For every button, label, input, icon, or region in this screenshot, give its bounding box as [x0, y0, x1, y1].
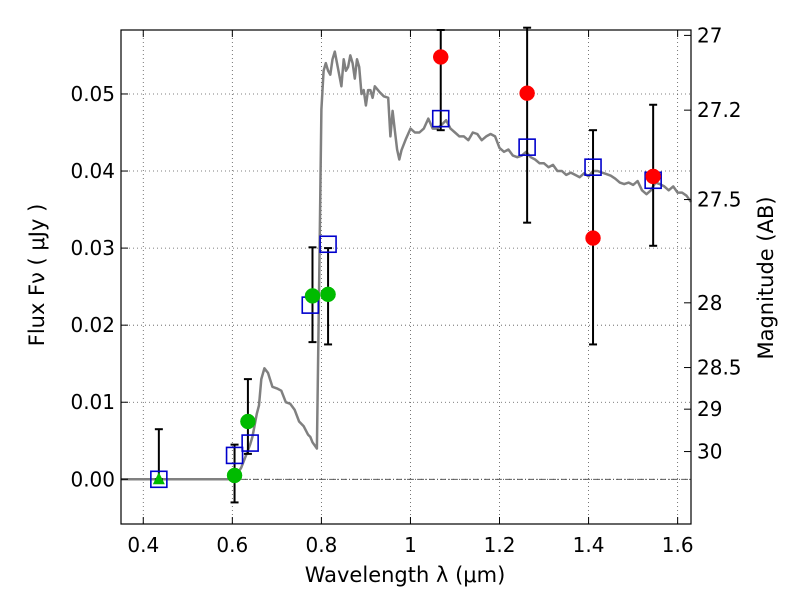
model-photometry-square — [431, 109, 450, 128]
right-axis-title: Magnitude (AB) — [754, 196, 778, 359]
axis-ticks: 0.4 0.6 0.8 1 1.2 1.4 1.6 0.00 0.01 0.02 0.03 0.04 0… — [70, 23, 741, 557]
model-spectrum-line — [121, 50, 693, 481]
green-data-point — [304, 288, 321, 304]
x-tick-label: 0.6 — [216, 533, 248, 557]
y-tick-label: 0.00 — [70, 467, 115, 491]
x-tick-label: 1.6 — [662, 533, 694, 557]
model-photometry-square — [150, 470, 168, 489]
model-photometry-square — [518, 138, 536, 156]
model-photometry-square — [241, 434, 259, 452]
right-tick-label: 29 — [697, 397, 722, 421]
x-tick-label: 1.2 — [484, 533, 516, 557]
y-tick-label: 0.02 — [70, 313, 115, 337]
y-tick-label: 0.03 — [70, 236, 115, 260]
y-tick-label: 0.05 — [70, 82, 115, 106]
x-axis-title: Wavelength λ (μm) — [305, 563, 506, 587]
red-data-point — [519, 85, 535, 101]
upper-limit-triangle — [152, 472, 165, 485]
y-axis-title: Flux Fν ( μJy ) — [25, 204, 49, 347]
model-photometry-square — [584, 158, 602, 176]
y-tick-label: 0.04 — [70, 159, 115, 183]
red-data-point — [645, 168, 661, 185]
right-tick-label: 27.2 — [697, 98, 742, 122]
right-tick-label: 28 — [697, 291, 722, 315]
green-data-point — [320, 286, 336, 303]
red-data-point — [585, 230, 601, 246]
x-tick-label: 1 — [404, 533, 417, 557]
x-tick-label: 0.4 — [127, 533, 159, 557]
model-spectrum — [121, 50, 693, 481]
x-tick-label: 1.4 — [573, 533, 605, 557]
model-photometry-square — [225, 446, 244, 465]
data-markers — [150, 49, 662, 489]
red-data-point — [432, 49, 449, 65]
plot-frame — [120, 29, 692, 525]
green-data-point — [240, 413, 256, 430]
y-tick-label: 0.01 — [70, 390, 115, 414]
model-photometry-square — [319, 235, 337, 254]
grid — [121, 30, 691, 524]
x-tick-label: 0.8 — [305, 533, 337, 557]
right-tick-label: 27 — [697, 23, 722, 47]
right-tick-label: 30 — [697, 440, 722, 464]
green-data-point — [226, 467, 243, 484]
right-tick-label: 27.5 — [697, 188, 742, 212]
right-tick-label: 28.5 — [697, 356, 742, 380]
